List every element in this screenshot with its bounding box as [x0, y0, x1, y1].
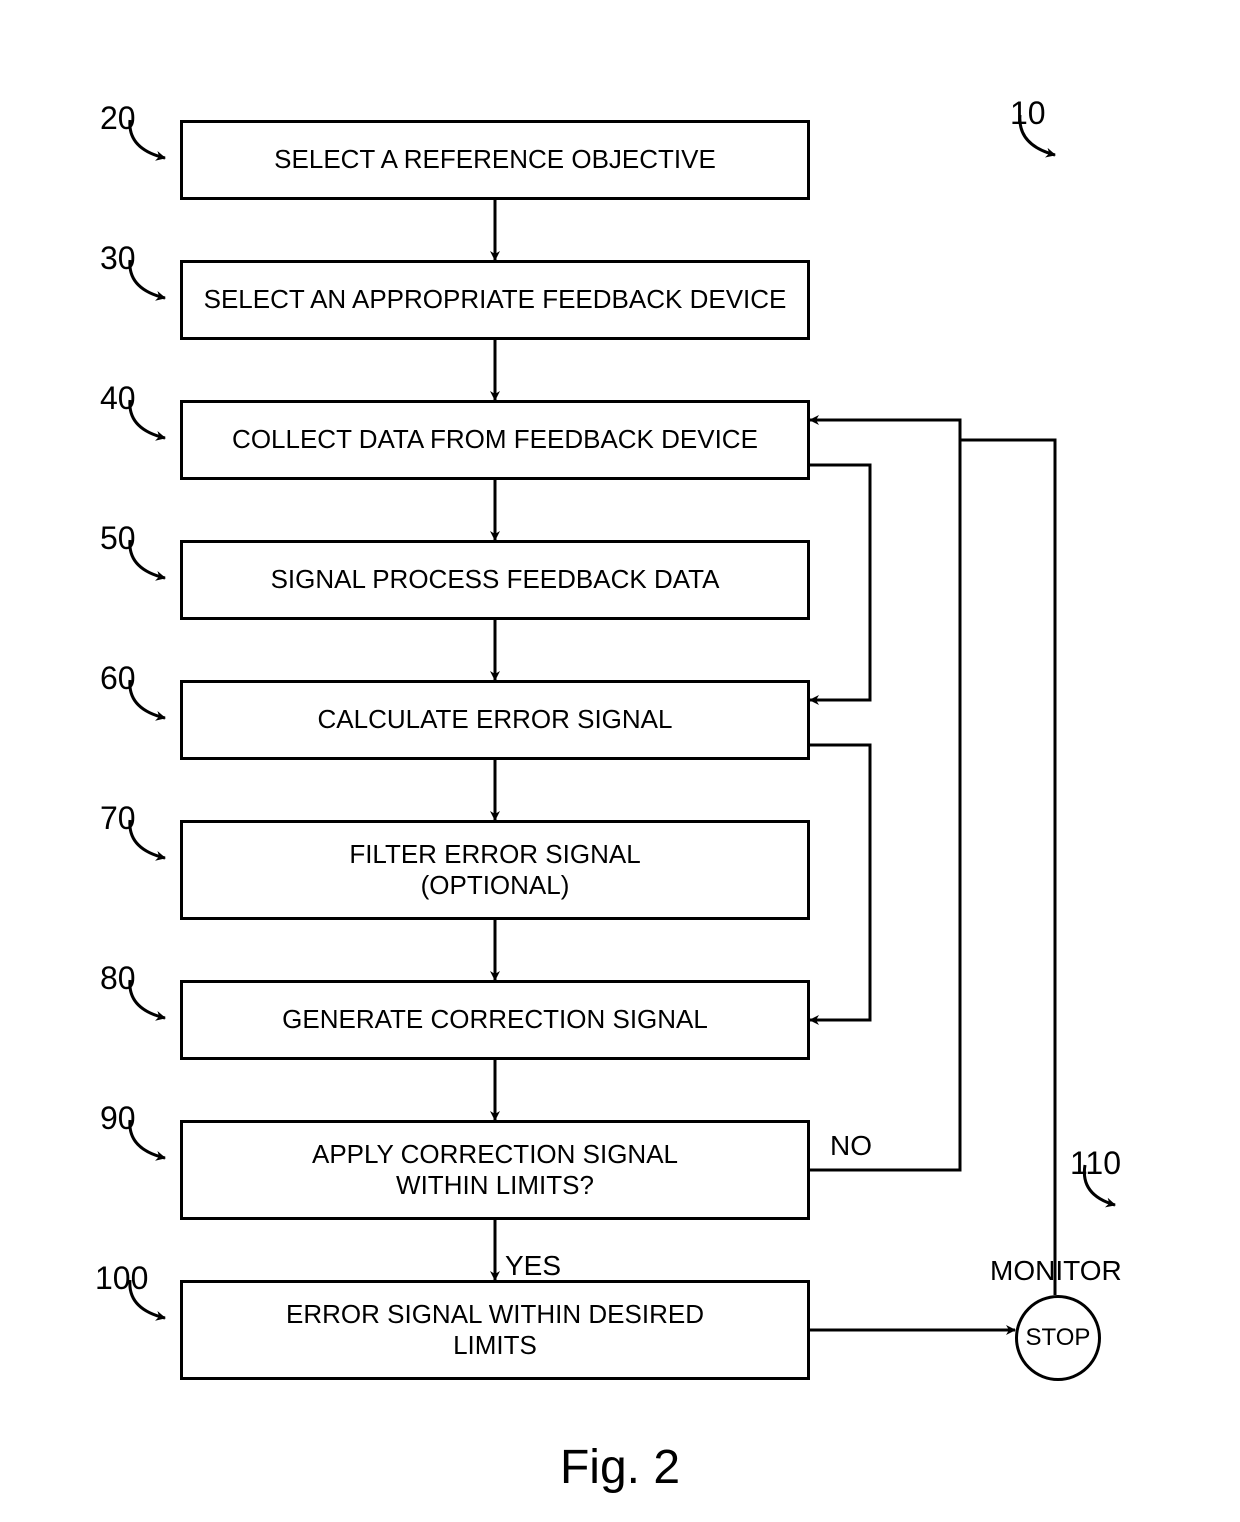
process-box-b70: FILTER ERROR SIGNAL (OPTIONAL) — [180, 820, 810, 920]
stop-terminal: STOP — [1015, 1295, 1101, 1381]
ref-number-70: 70 — [100, 800, 136, 837]
process-box-b100: ERROR SIGNAL WITHIN DESIRED LIMITS — [180, 1280, 810, 1380]
flowchart-canvas: Fig. 2 SELECT A REFERENCE OBJECTIVE SELEC… — [0, 0, 1240, 1522]
figure-caption: Fig. 2 — [0, 1440, 1240, 1495]
process-box-b90: APPLY CORRECTION SIGNAL WITHIN LIMITS? — [180, 1120, 810, 1220]
ref-number-40: 40 — [100, 380, 136, 417]
ref-number-90: 90 — [100, 1100, 136, 1137]
process-box-b30: SELECT AN APPROPRIATE FEEDBACK DEVICE — [180, 260, 810, 340]
ref-number-50: 50 — [100, 520, 136, 557]
ref-number-80: 80 — [100, 960, 136, 997]
ref-number-30: 30 — [100, 240, 136, 277]
process-box-b40: COLLECT DATA FROM FEEDBACK DEVICE — [180, 400, 810, 480]
ref-number-100: 100 — [95, 1260, 148, 1297]
ref-number-60: 60 — [100, 660, 136, 697]
ref-number-10: 10 — [1010, 95, 1046, 132]
label-yes: YES — [505, 1250, 561, 1282]
ref-number-20: 20 — [100, 100, 136, 137]
process-box-b80: GENERATE CORRECTION SIGNAL — [180, 980, 810, 1060]
process-box-b50: SIGNAL PROCESS FEEDBACK DATA — [180, 540, 810, 620]
process-box-b60: CALCULATE ERROR SIGNAL — [180, 680, 810, 760]
ref-number-110: 110 — [1070, 1145, 1121, 1182]
label-no: NO — [830, 1130, 872, 1162]
label-monitor: MONITOR — [990, 1255, 1122, 1287]
process-box-b20: SELECT A REFERENCE OBJECTIVE — [180, 120, 810, 200]
